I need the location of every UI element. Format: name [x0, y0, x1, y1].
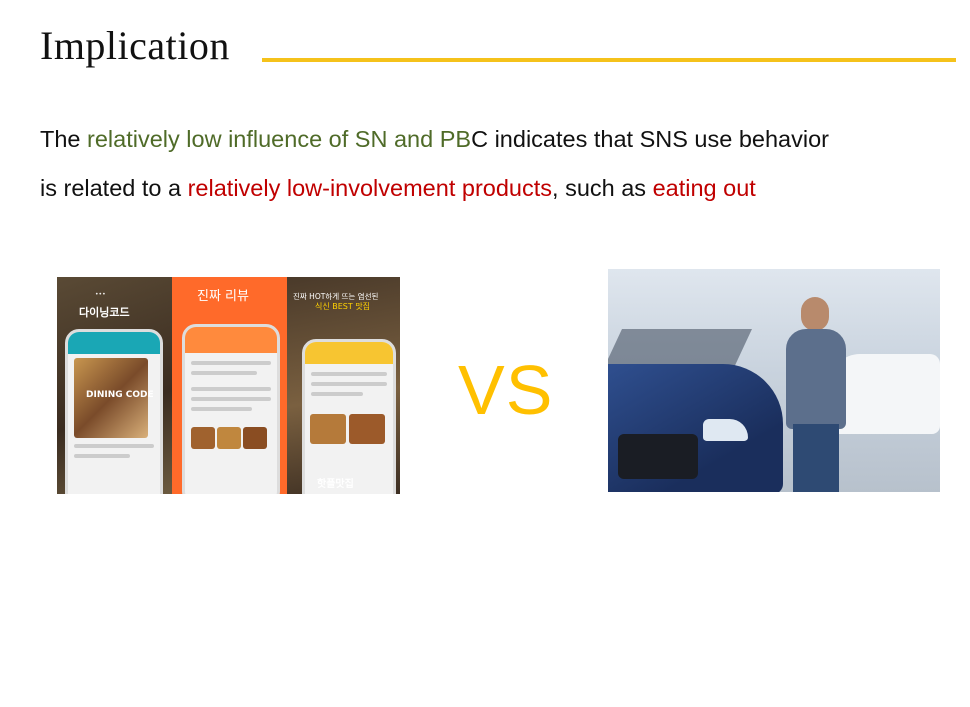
background-white-car: [830, 354, 940, 434]
collage-panel-best: 진짜 HOT하게 뜨는 염선된 식신 BEST 맛집 핫플맛집: [287, 277, 400, 494]
dining-code-brand: DINING CODE: [86, 390, 154, 400]
body-line-1: The relatively low influence of SN and P…: [40, 126, 965, 153]
phone-mockup-2: [182, 324, 280, 494]
man-legs: [793, 424, 839, 492]
phone-mockup-3: [302, 339, 396, 494]
car-headlight: [703, 419, 748, 441]
line1-text-end: C indicates that SNS use behavior: [471, 126, 829, 152]
line2-text-mid: , such as: [552, 175, 653, 201]
vs-label: VS: [458, 351, 554, 429]
review-heading: 진짜 리뷰: [197, 289, 249, 304]
title-underline: [262, 58, 956, 62]
best-subheading: 식신 BEST 맛집: [315, 302, 371, 311]
car-grille: [618, 434, 698, 479]
man-head: [801, 297, 829, 331]
car-buyer-photo: [608, 269, 940, 492]
collage-panel-review: 진짜 리뷰: [172, 277, 287, 494]
body-line-2: is related to a relatively low-involveme…: [40, 175, 965, 202]
line1-highlight-green: relatively low influence of SN and PB: [87, 126, 472, 152]
food-app-collage-image: ••• 다이닝코드 DINING CODE 진짜 리뷰 진짜 HOT하게 뜨는 …: [57, 277, 400, 494]
best-heading: 진짜 HOT하게 뜨는 염선된: [293, 292, 379, 301]
line1-text-start: The: [40, 126, 88, 152]
collage-panel-dining-code: ••• 다이닝코드 DINING CODE: [57, 277, 172, 494]
line2-highlight-red-1: relatively low-involvement products: [187, 175, 553, 201]
phone-mockup-1: DINING CODE: [65, 329, 163, 494]
dining-code-logo-text: 다이닝코드: [79, 306, 130, 319]
collage-bottom-caption: 핫플맛집: [317, 479, 354, 490]
line2-text-start: is related to a: [40, 175, 188, 201]
line2-highlight-red-2: eating out: [652, 175, 756, 201]
slide-title: Implication: [40, 23, 230, 68]
man-torso: [786, 329, 846, 429]
